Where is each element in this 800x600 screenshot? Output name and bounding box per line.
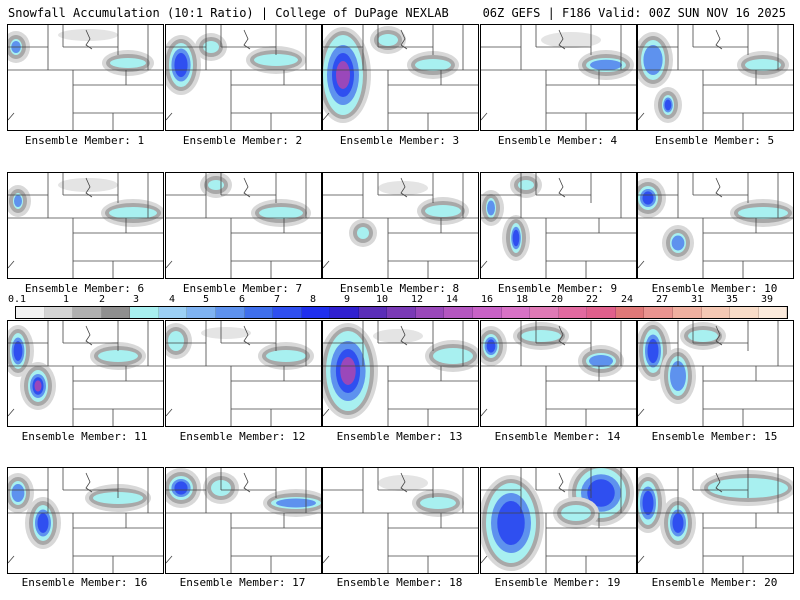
colorbar-label: 10 — [375, 294, 389, 305]
colorbar-cell — [273, 307, 302, 318]
member-caption: Ensemble Member: 5 — [654, 134, 775, 147]
colorbar-labels: 0.1 1 2 3 4 5 6 7 8 9 10 12 14 16 18 20 22 24 27 31 35 39 — [8, 294, 786, 306]
colorbar-cell — [301, 307, 331, 318]
ensemble-member-map — [7, 320, 164, 427]
colorbar-label: 6 — [238, 294, 246, 305]
ensemble-member-map — [322, 467, 479, 574]
colorbar-label: 24 — [620, 294, 634, 305]
ensemble-member-map — [322, 24, 479, 131]
ensemble-member-map — [480, 24, 637, 131]
colorbar-label: 0.1 — [7, 294, 27, 305]
ensemble-member-map — [480, 172, 637, 279]
ensemble-member-map — [637, 172, 794, 279]
colorbar-label: 8 — [309, 294, 317, 305]
colorbar-label: 35 — [725, 294, 739, 305]
ensemble-member-map — [480, 320, 637, 427]
member-caption: Ensemble Member: 9 — [497, 282, 618, 295]
member-caption: Ensemble Member: 19 — [494, 576, 621, 589]
member-caption: Ensemble Member: 11 — [21, 430, 148, 443]
colorbar-cell — [101, 307, 131, 318]
ensemble-member-map — [322, 172, 479, 279]
colorbar-cell — [444, 307, 473, 318]
ensemble-member-map — [322, 320, 479, 427]
member-caption: Ensemble Member: 7 — [182, 282, 303, 295]
colorbar-label: 22 — [585, 294, 599, 305]
colorbar-cell — [73, 307, 102, 318]
ensemble-member-map — [7, 467, 164, 574]
colorbar-cell — [387, 307, 416, 318]
member-caption: Ensemble Member: 18 — [336, 576, 463, 589]
member-caption: Ensemble Member: 16 — [21, 576, 148, 589]
colorbar-label: 39 — [760, 294, 774, 305]
colorbar-cell — [644, 307, 673, 318]
member-caption: Ensemble Member: 15 — [651, 430, 778, 443]
member-caption: Ensemble Member: 3 — [339, 134, 460, 147]
colorbar-cell — [330, 307, 359, 318]
member-caption: Ensemble Member: 2 — [182, 134, 303, 147]
ensemble-member-map — [480, 467, 637, 574]
colorbar-cell — [215, 307, 245, 318]
colorbar-cell — [44, 307, 74, 318]
colorbar-cell — [530, 307, 559, 318]
colorbar-cell — [130, 307, 159, 318]
colorbar-label: 12 — [410, 294, 424, 305]
snowfall-colorbar — [15, 306, 788, 319]
colorbar-label: 20 — [550, 294, 564, 305]
member-caption: Ensemble Member: 13 — [336, 430, 463, 443]
colorbar-cell — [244, 307, 274, 318]
colorbar-cell — [415, 307, 445, 318]
colorbar-label: 18 — [515, 294, 529, 305]
ensemble-member-map — [637, 320, 794, 427]
ensemble-member-map — [165, 467, 322, 574]
colorbar-cell — [615, 307, 645, 318]
member-caption: Ensemble Member: 14 — [494, 430, 621, 443]
colorbar-label: 9 — [343, 294, 351, 305]
colorbar-label: 31 — [690, 294, 704, 305]
colorbar-cell — [587, 307, 616, 318]
colorbar-cell — [473, 307, 502, 318]
member-caption: Ensemble Member: 12 — [179, 430, 306, 443]
colorbar-cell — [730, 307, 759, 318]
colorbar-cell — [158, 307, 188, 318]
ensemble-member-map — [637, 24, 794, 131]
colorbar-cell — [558, 307, 588, 318]
colorbar-cell — [501, 307, 531, 318]
colorbar-label: 1 — [62, 294, 70, 305]
ensemble-member-map — [7, 172, 164, 279]
colorbar-cell — [701, 307, 731, 318]
member-caption: Ensemble Member: 1 — [24, 134, 145, 147]
member-caption: Ensemble Member: 10 — [651, 282, 778, 295]
colorbar-label: 16 — [480, 294, 494, 305]
colorbar-label: 4 — [168, 294, 176, 305]
map-title: Snowfall Accumulation (10:1 Ratio) | Col… — [8, 6, 449, 20]
colorbar-label: 2 — [98, 294, 106, 305]
colorbar-label: 5 — [202, 294, 210, 305]
colorbar-label: 14 — [445, 294, 459, 305]
colorbar-label: 3 — [132, 294, 140, 305]
colorbar-cell — [358, 307, 388, 318]
ensemble-member-map — [165, 172, 322, 279]
colorbar-cell — [672, 307, 702, 318]
ensemble-member-map — [165, 24, 322, 131]
colorbar-cell — [187, 307, 216, 318]
member-caption: Ensemble Member: 20 — [651, 576, 778, 589]
colorbar-label: 7 — [273, 294, 281, 305]
colorbar-label: 27 — [655, 294, 669, 305]
member-caption: Ensemble Member: 4 — [497, 134, 618, 147]
colorbar-cell — [758, 307, 788, 318]
ensemble-member-map — [165, 320, 322, 427]
member-caption: Ensemble Member: 8 — [339, 282, 460, 295]
ensemble-member-map — [637, 467, 794, 574]
ensemble-member-map — [7, 24, 164, 131]
model-run-info: 06Z GEFS | F186 Valid: 00Z SUN NOV 16 20… — [482, 6, 786, 20]
colorbar-cell — [16, 307, 45, 318]
member-caption: Ensemble Member: 6 — [24, 282, 145, 295]
member-caption: Ensemble Member: 17 — [179, 576, 306, 589]
